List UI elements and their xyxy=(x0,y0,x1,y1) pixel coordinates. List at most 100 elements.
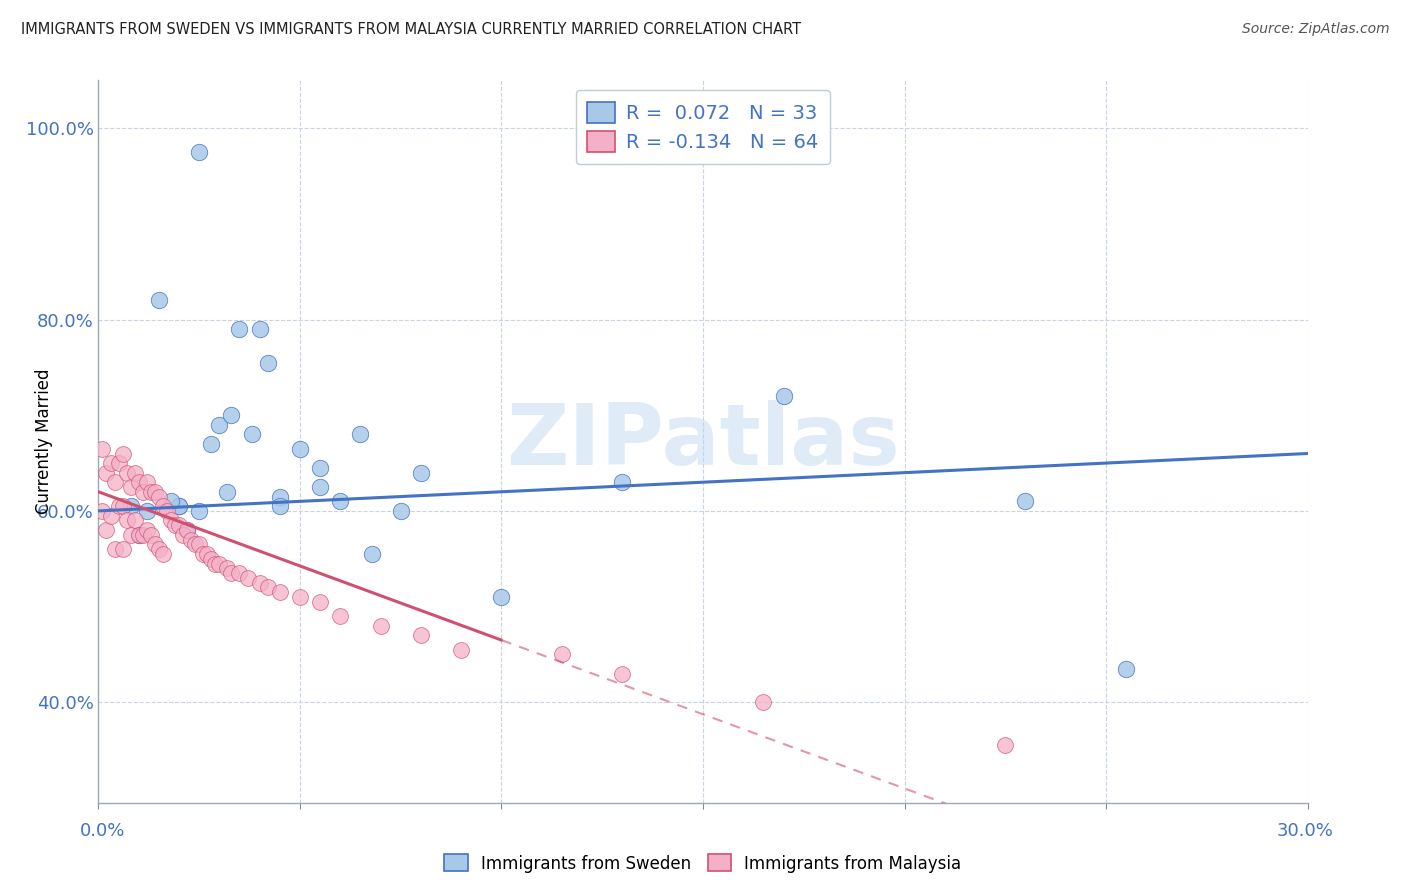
Point xyxy=(120,528,142,542)
Point xyxy=(180,533,202,547)
Point xyxy=(128,528,150,542)
Point xyxy=(200,437,222,451)
Point xyxy=(128,475,150,490)
Point xyxy=(612,666,634,681)
Point xyxy=(217,484,239,499)
Point xyxy=(288,442,311,456)
Point xyxy=(288,590,311,604)
Point xyxy=(752,695,775,709)
Point xyxy=(217,561,239,575)
Point xyxy=(195,547,218,561)
Text: 30.0%: 30.0% xyxy=(1277,822,1333,840)
Point xyxy=(143,537,166,551)
Point xyxy=(370,619,392,633)
Point xyxy=(107,456,129,470)
Point xyxy=(111,542,134,557)
Point xyxy=(1014,494,1036,508)
Point xyxy=(143,484,166,499)
Point xyxy=(221,408,243,422)
Point xyxy=(96,466,118,480)
Point xyxy=(349,427,371,442)
Point xyxy=(148,490,170,504)
Point xyxy=(124,514,146,528)
Point xyxy=(249,322,271,336)
Point xyxy=(309,461,332,475)
Point xyxy=(115,514,138,528)
Point xyxy=(256,581,278,595)
Point xyxy=(139,484,162,499)
Point xyxy=(96,523,118,537)
Point xyxy=(228,566,250,581)
Point xyxy=(269,490,291,504)
Point xyxy=(329,609,352,624)
Point xyxy=(188,537,211,551)
Point xyxy=(994,739,1017,753)
Point xyxy=(91,504,114,518)
Text: Source: ZipAtlas.com: Source: ZipAtlas.com xyxy=(1241,22,1389,37)
Point xyxy=(249,575,271,590)
Point xyxy=(236,571,259,585)
Point xyxy=(156,504,179,518)
Point xyxy=(100,456,122,470)
Point xyxy=(148,293,170,308)
Point xyxy=(120,480,142,494)
Point xyxy=(228,322,250,336)
Point xyxy=(208,417,231,432)
Point xyxy=(269,499,291,513)
Point xyxy=(148,542,170,557)
Text: Currently Married: Currently Married xyxy=(35,368,53,515)
Point xyxy=(1115,662,1137,676)
Point xyxy=(124,466,146,480)
Text: 0.0%: 0.0% xyxy=(80,822,125,840)
Point xyxy=(107,499,129,513)
Point xyxy=(135,475,157,490)
Point xyxy=(208,557,231,571)
Point xyxy=(152,499,174,513)
Point xyxy=(361,547,384,561)
Point xyxy=(132,484,155,499)
Point xyxy=(128,528,150,542)
Point xyxy=(167,518,190,533)
Point xyxy=(329,494,352,508)
Point xyxy=(200,551,222,566)
Text: IMMIGRANTS FROM SWEDEN VS IMMIGRANTS FROM MALAYSIA CURRENTLY MARRIED CORRELATION: IMMIGRANTS FROM SWEDEN VS IMMIGRANTS FRO… xyxy=(21,22,801,37)
Point xyxy=(491,590,513,604)
Point xyxy=(100,508,122,523)
Point xyxy=(163,518,186,533)
Point xyxy=(152,547,174,561)
Point xyxy=(160,494,183,508)
Point xyxy=(176,523,198,537)
Point xyxy=(389,504,412,518)
Point xyxy=(240,427,263,442)
Point xyxy=(309,480,332,494)
Point xyxy=(120,499,142,513)
Text: ZIPatlas: ZIPatlas xyxy=(506,400,900,483)
Point xyxy=(91,442,114,456)
Point xyxy=(167,499,190,513)
Point xyxy=(409,628,432,642)
Point xyxy=(612,475,634,490)
Point xyxy=(167,499,190,513)
Point xyxy=(188,145,211,159)
Point xyxy=(256,355,278,369)
Point xyxy=(139,528,162,542)
Point xyxy=(221,566,243,581)
Point xyxy=(103,542,125,557)
Point xyxy=(269,585,291,599)
Legend: Immigrants from Sweden, Immigrants from Malaysia: Immigrants from Sweden, Immigrants from … xyxy=(437,847,969,880)
Point xyxy=(551,648,574,662)
Point xyxy=(176,523,198,537)
Point xyxy=(188,504,211,518)
Point xyxy=(409,466,432,480)
Point xyxy=(204,557,226,571)
Point xyxy=(135,504,157,518)
Legend: R =  0.072   N = 33, R = -0.134   N = 64: R = 0.072 N = 33, R = -0.134 N = 64 xyxy=(576,90,830,163)
Point xyxy=(160,514,183,528)
Point xyxy=(309,595,332,609)
Point xyxy=(115,466,138,480)
Point xyxy=(193,547,215,561)
Point xyxy=(772,389,794,403)
Point xyxy=(132,528,155,542)
Point xyxy=(135,523,157,537)
Point xyxy=(111,499,134,513)
